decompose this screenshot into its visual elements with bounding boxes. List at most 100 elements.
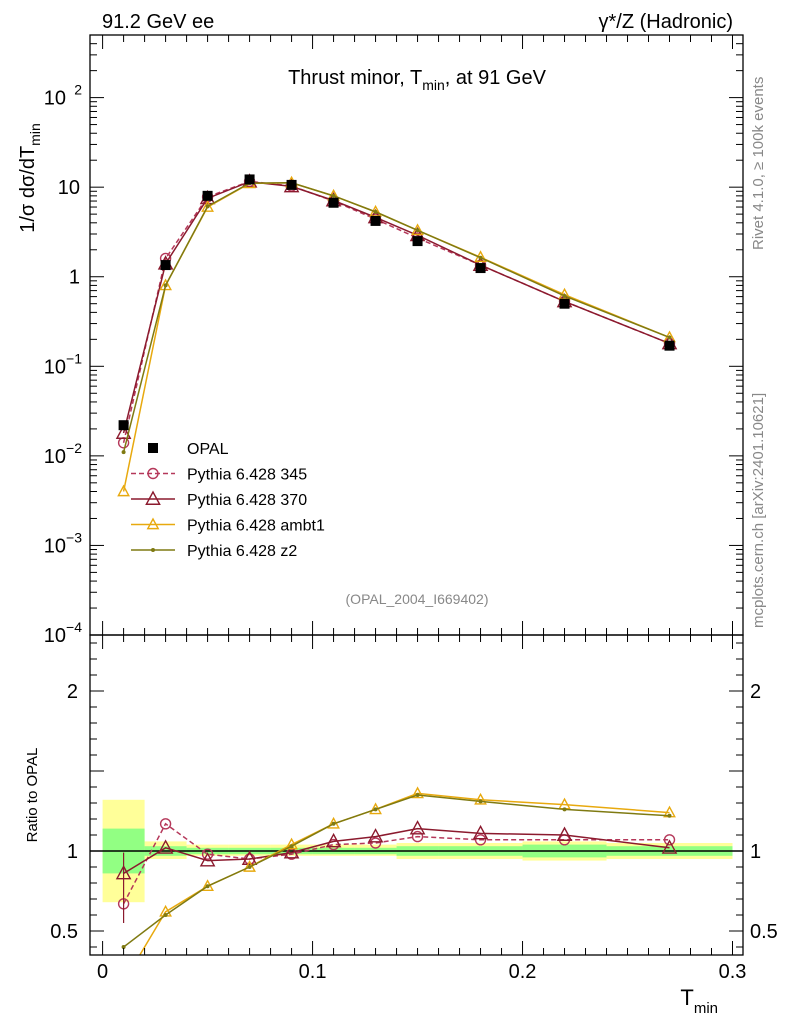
y-tick-label-exponent: −3 [66, 529, 82, 545]
ratio-series-point [562, 807, 567, 812]
series-point [562, 293, 567, 298]
ratio-series-point [247, 865, 252, 869]
series-line [122, 180, 670, 434]
data-point [328, 197, 339, 208]
x-tick-label: 0.1 [299, 961, 327, 983]
energy-label: 91.2 GeV ee [102, 11, 214, 33]
ratio-series-point [474, 792, 487, 805]
y-tick-label: 10 [44, 535, 66, 557]
y-tick-label: 10 [44, 88, 66, 110]
ratio-series-point [289, 844, 294, 849]
ratio-series-point [667, 813, 672, 818]
y-tick-label: 10 [44, 446, 66, 468]
legend-label: OPAL [187, 441, 229, 458]
series-point [373, 209, 378, 214]
ratio-series-point [367, 828, 384, 843]
data-point [559, 298, 570, 309]
ratio-series-point [325, 832, 342, 848]
data-point [244, 174, 255, 185]
analysis-id-label: (OPAL_2004_I669402) [346, 591, 489, 607]
y-tick-label-exponent: 2 [74, 82, 82, 98]
ratio-y-tick-label: 2 [67, 681, 78, 703]
data-point [202, 190, 213, 201]
series-point [115, 424, 132, 439]
data-point [370, 215, 381, 226]
ratio-series-line [123, 794, 670, 948]
series-point [159, 278, 172, 291]
ratio-series-point [331, 821, 336, 826]
process-label: γ*/Z (Hadronic) [599, 11, 733, 33]
legend-marker [146, 517, 160, 530]
ratio-series-point [369, 837, 382, 849]
y-axis-label: 1/σ dσ/dTmin [17, 123, 43, 233]
series-point [205, 204, 210, 209]
ratio-series-point [199, 852, 216, 867]
ratio-y-tick-label: 0.5 [50, 921, 78, 943]
legend-marker [151, 548, 155, 552]
x-tick-label: 0.3 [719, 961, 747, 983]
ratio-series-point [118, 977, 128, 987]
y-tick-label: 10 [44, 356, 66, 378]
data-point [412, 236, 423, 247]
ratio-series-point [121, 945, 126, 949]
ratio-series-point [373, 807, 378, 812]
ratio-series-point [157, 839, 174, 854]
ratio-series-point [285, 837, 298, 850]
legend-label: Pythia 6.428 ambt1 [187, 518, 325, 535]
legend-label: Pythia 6.428 370 [187, 492, 307, 509]
x-tick-label: 0.2 [509, 961, 537, 983]
x-tick-label: 0 [97, 961, 108, 983]
ratio-panel-frame [89, 634, 744, 956]
y-tick-label-exponent: −4 [66, 619, 82, 635]
ratio-series-point [159, 818, 172, 830]
ratio-panel [90, 786, 743, 987]
ratio-series-point [472, 824, 489, 840]
y-tick-label: 1 [69, 267, 80, 289]
ratio-series-point [283, 844, 300, 859]
legend: OPAL Pythia 6.428 345 Pythia 6.428 370 Pyth… [131, 441, 325, 560]
series-point [117, 484, 130, 497]
ratio-series-point [205, 884, 210, 889]
series-point [478, 255, 483, 260]
plot-title: Thrust minor, Tmin, at 91 GeV [288, 67, 547, 93]
ratio-series-point [474, 834, 487, 846]
ratio-series-point [663, 834, 676, 846]
legend-marker [145, 490, 161, 505]
series-point [667, 335, 672, 340]
series-point [201, 200, 214, 212]
y-tick-label: 10 [44, 625, 66, 647]
legend-marker [148, 443, 158, 453]
y-tick-label-exponent: −1 [66, 350, 82, 366]
ratio-series-point [163, 913, 168, 917]
ratio-y-tick-label-right: 0.5 [750, 921, 778, 943]
series-point [121, 450, 126, 455]
ratio-series-point [201, 848, 214, 860]
ratio-series-point [409, 820, 426, 835]
data-point [664, 340, 675, 351]
legend-label: Pythia 6.428 z2 [187, 543, 297, 560]
y-tick-label: 10 [58, 177, 80, 199]
ratio-y-tick-label: 1 [67, 841, 78, 863]
ratio-series-point [478, 799, 483, 804]
rivet-version-label: Rivet 4.1.0, ≥ 100k events [750, 77, 767, 250]
x-axis-label: Tmin [680, 985, 718, 1017]
series-line [122, 182, 670, 453]
series-point [415, 228, 420, 233]
ratio-series-point [415, 793, 420, 797]
series-point [331, 193, 336, 198]
ratio-y-axis-label: Ratio to OPAL [24, 748, 41, 843]
data-point [118, 420, 129, 431]
data-point [286, 179, 297, 190]
ratio-series-point [241, 850, 258, 865]
ratio-series-point [556, 826, 573, 841]
main-panel [115, 173, 678, 497]
ratio-series-point [411, 830, 424, 843]
data-point [160, 260, 171, 271]
legend-label: Pythia 6.428 345 [187, 467, 307, 484]
mcplots-label: mcplots.cern.ch [arXiv:2401.10621] [750, 393, 767, 628]
ratio-series-point [411, 786, 424, 799]
series-point [163, 283, 168, 288]
ratio-y-tick-label-right: 2 [750, 681, 761, 703]
